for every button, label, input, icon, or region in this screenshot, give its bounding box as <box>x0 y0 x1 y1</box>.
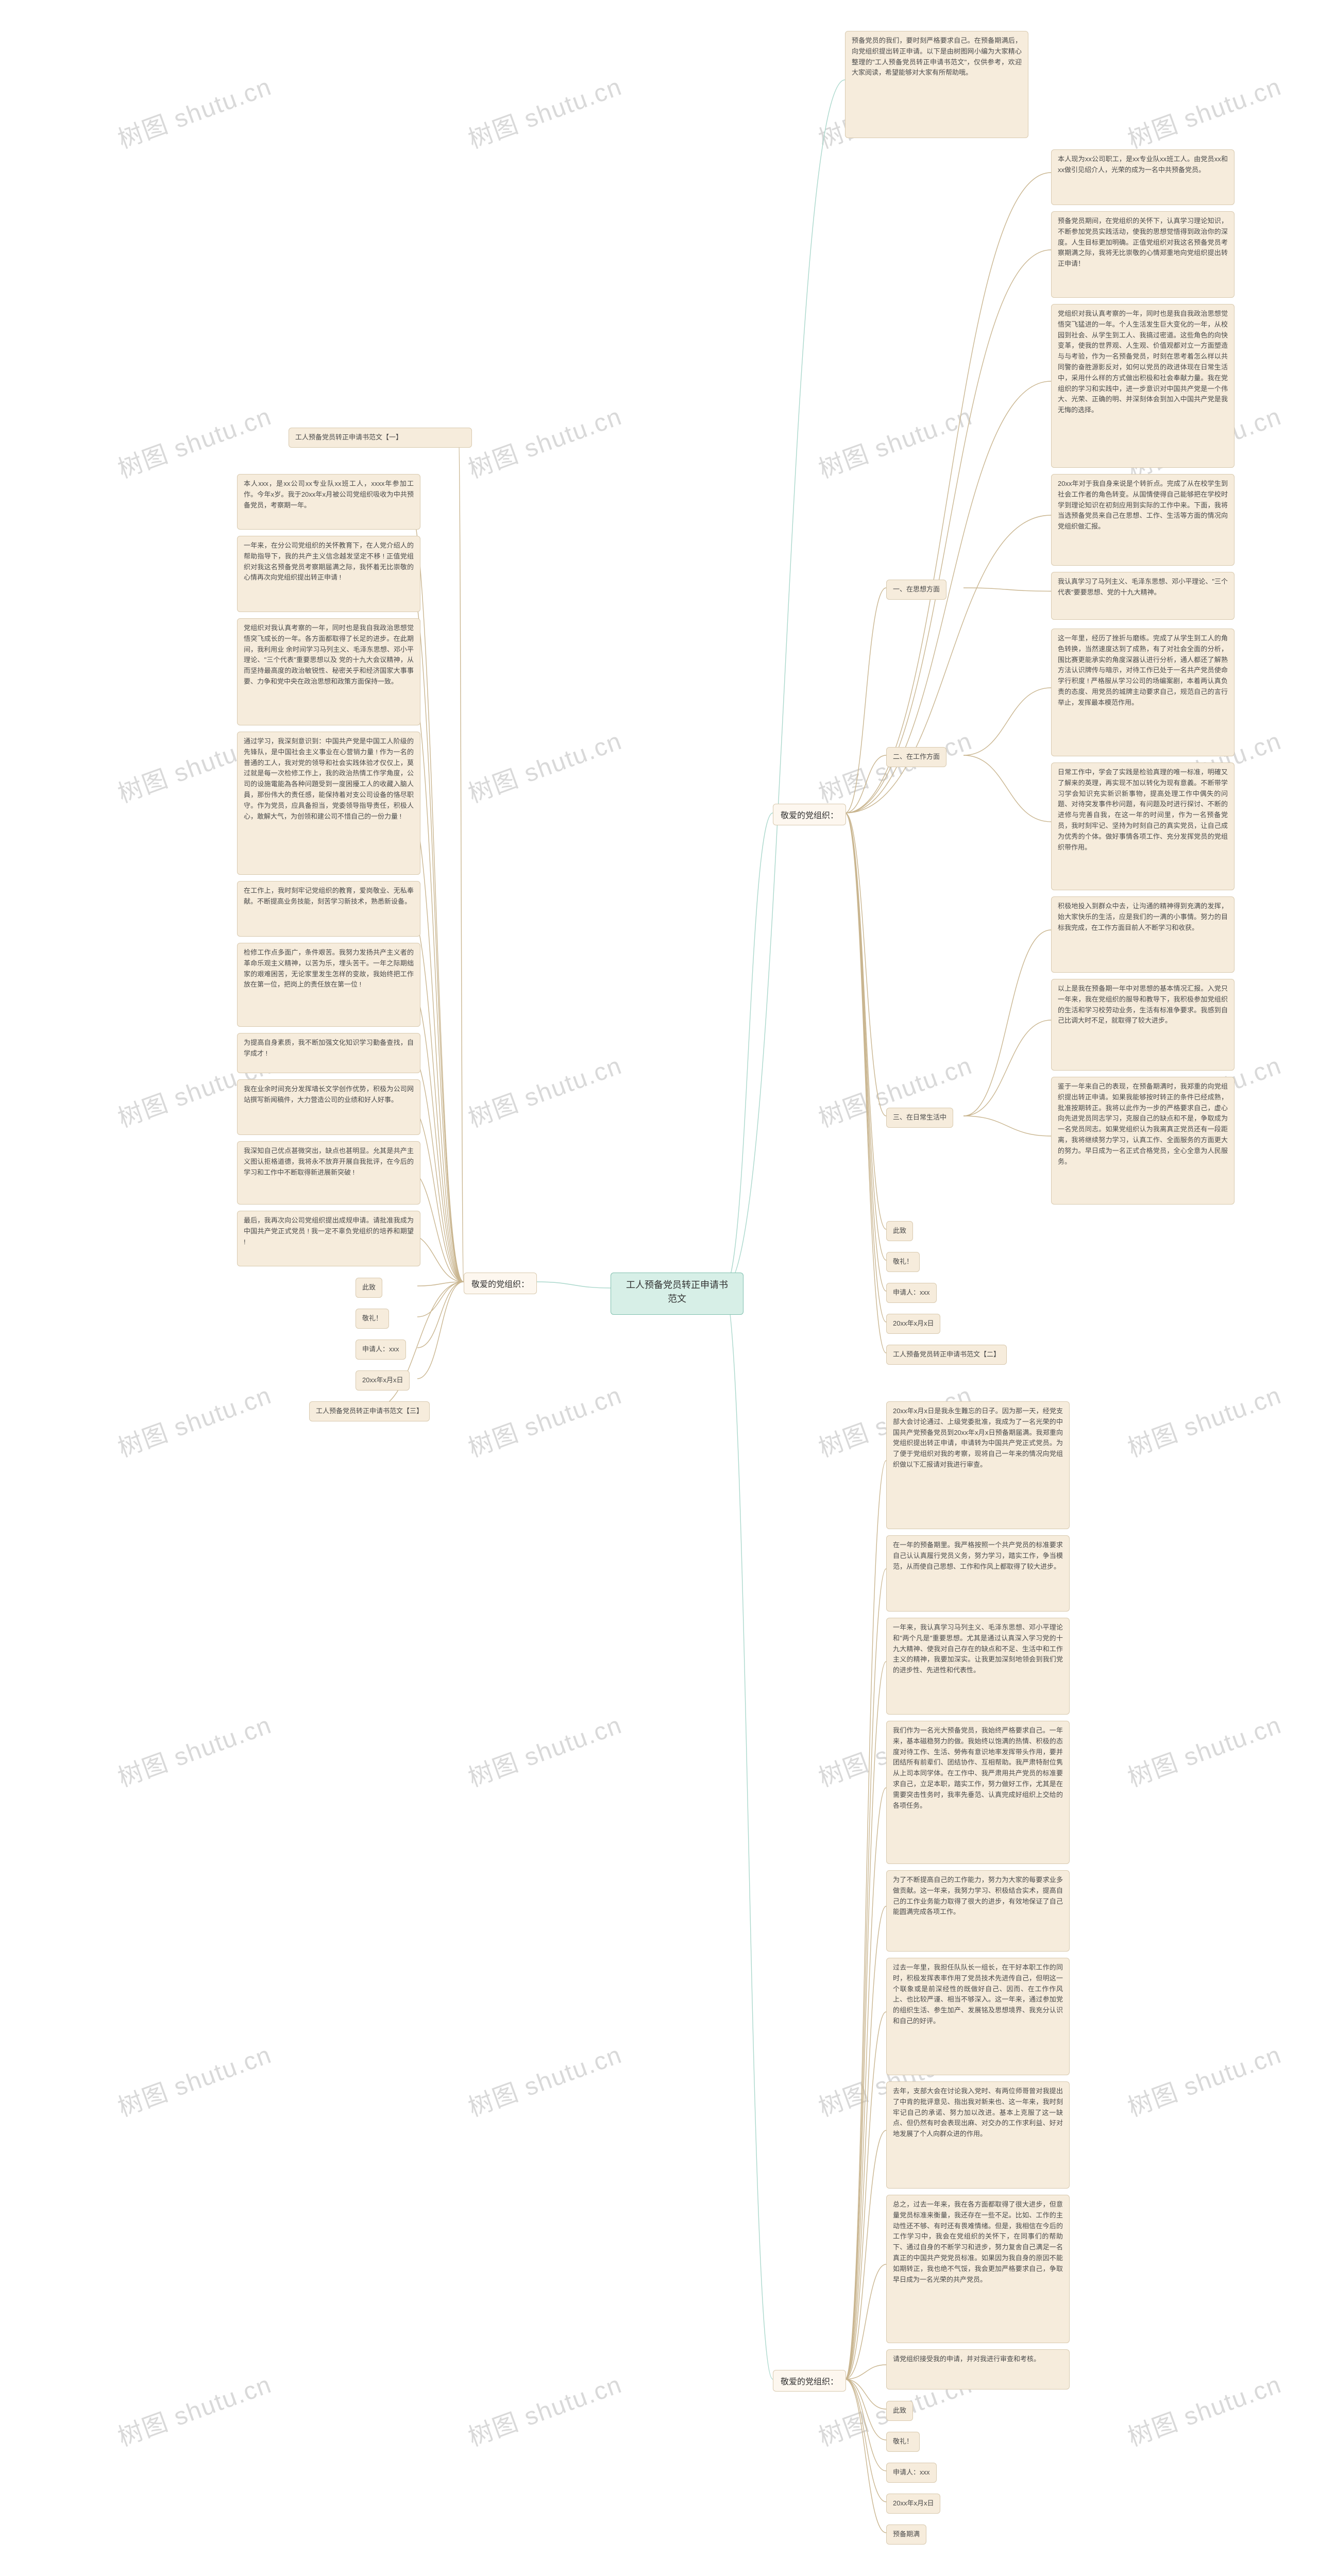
left-header: 工人预备党员转正申请书范文【一】 <box>289 428 472 448</box>
left-leaf-9: 最后，我再次向公司党组织提出成规申请。请批准我成为中国共产党正式党员 ! 我一定… <box>237 1211 420 1266</box>
rb-leaf-2: 一年来，我认真学习马列主义、毛泽东思想、邓小平理论和"两个凡是"重要思想。尤其是… <box>886 1618 1070 1715</box>
left-leaf-4: 在工作上，我时刻牢记党组织的教育，爱岗敬业、无私奉献。不断提高业务技能，刻苦学习… <box>237 881 420 937</box>
rt-tail-0: 此致 <box>886 1221 913 1241</box>
rt-section-2: 三、在日常生活中 <box>886 1108 953 1128</box>
rb-leaf-1: 在一年的预备期里。我严格按照一个共产党员的标准要求自己认认真履行党员义务，努力学… <box>886 1535 1070 1612</box>
rt-sec-1-leaf-0: 这一年里，经历了挫折与磨练。完成了从学生到工人的角色转换，当然速度达到了成熟，有… <box>1051 629 1235 756</box>
watermark: 树图 shutu.cn <box>462 66 626 156</box>
watermark: 树图 shutu.cn <box>112 2035 276 2124</box>
rb-tail-1: 敬礼！ <box>886 2432 920 2452</box>
watermark: 树图 shutu.cn <box>462 2035 626 2124</box>
watermark: 树图 shutu.cn <box>112 1705 276 1794</box>
rt-sec-2-leaf-2: 鉴于一年来自己的表现，在预备期满时，我郑重的向党组织提出转正申请。如果我能够按时… <box>1051 1077 1235 1205</box>
watermark: 树图 shutu.cn <box>462 1375 626 1464</box>
watermark: 树图 shutu.cn <box>112 396 276 485</box>
rb-tail-4: 预备期满 <box>886 2524 926 2545</box>
watermark: 树图 shutu.cn <box>462 396 626 485</box>
left-lvl1: 敬爱的党组织： <box>464 1273 537 1294</box>
rb-tail-2: 申请人：xxx <box>886 2463 937 2483</box>
watermark: 树图 shutu.cn <box>112 66 276 156</box>
watermark: 树图 shutu.cn <box>1122 66 1286 156</box>
rb-leaf-8: 请党组织接受我的申请，并对我进行审查和考核。 <box>886 2349 1070 2389</box>
root-node: 工人预备党员转正申请书 范文 <box>611 1273 743 1315</box>
right-top-lvl1: 敬爱的党组织： <box>773 804 846 825</box>
rb-tail-0: 此致 <box>886 2401 913 2421</box>
rt-tail-2: 申请人：xxx <box>886 1283 937 1303</box>
rt-leaf-3: 20xx年对于我自身来说是个转折点。完成了从在校学生到社会工作者的角色转变。从国… <box>1051 474 1235 566</box>
watermark: 树图 shutu.cn <box>462 2364 626 2453</box>
rb-leaf-3: 我们作为一名光大预备党员，我始终严格要求自己。一年来，基本磁稳努力的做。我始终以… <box>886 1721 1070 1864</box>
watermark: 树图 shutu.cn <box>462 1705 626 1794</box>
watermark: 树图 shutu.cn <box>1122 1705 1286 1794</box>
rb-leaf-4: 为了不断提高自己的工作能力，努力为大家的每要求业多做贡献。这一年来，我努力学习、… <box>886 1870 1070 1952</box>
left-leaf-1: 一年来，在分公司党组织的关怀教育下，在人党介绍人的帮助指导下，我的共产主义信念越… <box>237 536 420 612</box>
left-tail-1: 敬礼！ <box>356 1309 389 1329</box>
rt-leaf-2: 党组织对我认真考察的一年，同时也是我自我政治思想觉悟突飞猛进的一年。个人生活发生… <box>1051 304 1235 468</box>
left-leaf-5: 检修工作点多面广，条件艰苦。我努力发扬共产主义者的革命乐观主义精神，以苦为乐，埋… <box>237 943 420 1027</box>
left-leaf-7: 我在业余时间充分发挥墙长文学创作优势，积极为公司网站撰写新闻稿件，大力营造公司的… <box>237 1079 420 1135</box>
rt-section-0: 一、在思想方面 <box>886 580 946 600</box>
watermark: 树图 shutu.cn <box>112 1375 276 1464</box>
rt-leaf-0: 本人现为xx公司职工，是xx专业队xx班工人。由党员xx和xx做引见绍介人，光荣… <box>1051 149 1235 205</box>
rt-sec-2-leaf-1: 以上是我在预备期一年中对思想的基本情况汇报。入党只一年来，我在党组织的服导和教导… <box>1051 979 1235 1071</box>
rt-tail-3: 20xx年x月x日 <box>886 1314 940 1334</box>
rt-sec-2-leaf-0: 积极地投入到群众中去，让沟通的精神得到充满的发挥，始大家快乐的生活，应是我们的一… <box>1051 896 1235 973</box>
watermark: 树图 shutu.cn <box>462 721 626 810</box>
left-tail-4: 工人预备党员转正申请书范文【三】 <box>309 1401 430 1421</box>
rt-section-1: 二、在工作方面 <box>886 747 946 767</box>
rb-leaf-0: 20xx年x月x日是我永生難忘的日子。因为那一天，经党支部大会讨论通过、上级党委… <box>886 1401 1070 1529</box>
left-tail-3: 20xx年x月x日 <box>356 1370 410 1391</box>
intro-box: 预备党员的我们，要时刻严格要求自己。在预备期满后，向党组织提出转正申请。以下是由… <box>845 31 1028 138</box>
rb-leaf-7: 总之，过去一年来，我在各方面都取得了很大进步，但意量党员标准来衡量，我还存在一些… <box>886 2195 1070 2343</box>
right-bottom-lvl1: 敬爱的党组织： <box>773 2370 846 2392</box>
watermark: 树图 shutu.cn <box>462 1045 626 1134</box>
left-leaf-6: 为提高自身素质，我不断加强文化知识学习勤备查找，自学成才 ! <box>237 1033 420 1073</box>
watermark: 树图 shutu.cn <box>1122 2035 1286 2124</box>
rt-sec-1-leaf-1: 日常工作中，学会了实践是检验真理的唯一标准，明確又了解来的英理，再实现不加以转化… <box>1051 762 1235 890</box>
rb-tail-3: 20xx年x月x日 <box>886 2494 940 2514</box>
rb-leaf-5: 过去一年里，我担任队队长一组长，在干好本职工作的同时，积极发挥表率作用了党员技术… <box>886 1958 1070 2075</box>
left-leaf-0: 本人xxx，是xx公司xx专业队xx班工人，xxxx年参加工作。今年x岁。我于2… <box>237 474 420 530</box>
rt-leaf-1: 预备党员期间，在党组织的关怀下，认真学习理论知识，不断参加党员实践活动，使我的思… <box>1051 211 1235 298</box>
left-leaf-2: 党组织对我认真考察的一年，同时也是我自我政治思想觉悟突飞成长的一年。各方面都取得… <box>237 618 420 725</box>
left-tail-2: 申请人：xxx <box>356 1340 406 1360</box>
left-tail-0: 此致 <box>356 1278 382 1298</box>
rt-tail-4: 工人预备党员转正申请书范文【二】 <box>886 1345 1007 1365</box>
watermark: 树图 shutu.cn <box>1122 1375 1286 1464</box>
watermark: 树图 shutu.cn <box>1122 2364 1286 2453</box>
watermark: 树图 shutu.cn <box>813 396 976 485</box>
left-leaf-3: 通过学习，我深刻意识到：中国共产党是中国工人阶级的先锋队，是中国社会主义事业在心… <box>237 732 420 875</box>
rb-leaf-6: 去年，支部大会在讨论我入党时、有两位师哥曾对我提出了中肯的批评意见、指出我对新来… <box>886 2081 1070 2189</box>
rt-tail-1: 敬礼！ <box>886 1252 920 1272</box>
rt-sec-0-leaf: 我认真学习了马列主义、毛泽东思想、邓小平理论、"三个代表"要要思想、党的十九大精… <box>1051 572 1235 620</box>
left-leaf-8: 我深知自己优点甚微突出，缺点也甚明显。允其是共产主义图认拒格道德，我将永不放弃开… <box>237 1141 420 1205</box>
watermark: 树图 shutu.cn <box>112 2364 276 2453</box>
